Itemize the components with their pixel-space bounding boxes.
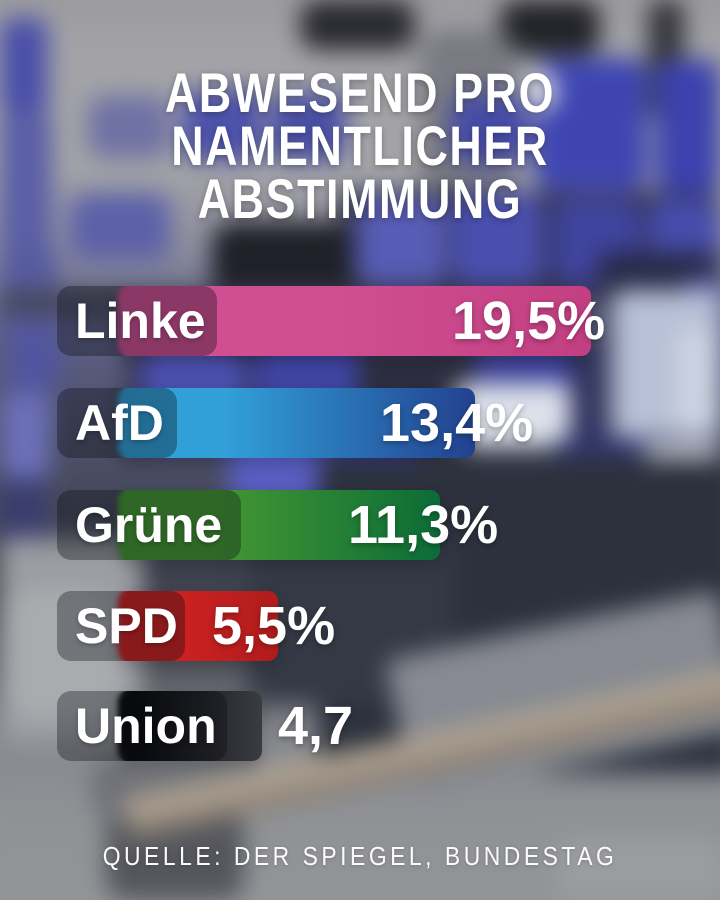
- bg-blob: [528, 72, 556, 110]
- bg-blob: [0, 393, 50, 480]
- source-caption: QUELLE: DER SPIEGEL, BUNDESTAG: [102, 841, 618, 871]
- chart-title: ABWESEND PRO NAMENTLICHER ABSTIMMUNG: [72, 61, 648, 230]
- bar-value: 5,5%: [212, 596, 336, 656]
- bg-blob: [500, 0, 600, 55]
- bg-blob: [182, 90, 262, 160]
- bar-label-chip: Union: [57, 691, 227, 761]
- bg-blob: [452, 194, 544, 286]
- bar-value: 13,4%: [380, 393, 534, 453]
- bar-label-chip: AfD: [57, 388, 177, 458]
- bar-row: Grüne 11,3%: [0, 490, 720, 560]
- bar-label-chip: Linke: [57, 286, 217, 356]
- bg-blob: [0, 18, 48, 116]
- bar-value: 19,5%: [452, 291, 606, 351]
- bar-value: 11,3%: [348, 495, 499, 555]
- bar-label: Grüne: [75, 497, 223, 553]
- bg-blob: [88, 96, 170, 158]
- bg-blob: [300, 0, 415, 50]
- bar-label-chip: SPD: [57, 591, 185, 661]
- bg-blob: [355, 198, 447, 286]
- bg-blob: [656, 60, 720, 192]
- bar: [118, 388, 475, 458]
- chart-title-line2: NAMENTLICHER: [171, 114, 549, 177]
- bg-blob: [676, 328, 720, 430]
- bar-label: SPD: [75, 598, 178, 654]
- bar-label: AfD: [75, 395, 164, 451]
- bar-row: Union 4,7: [0, 691, 720, 761]
- bar-row: SPD 5,5%: [0, 591, 720, 661]
- chart-title-line1: ABWESEND PRO: [164, 61, 556, 124]
- bg-blob: [8, 328, 60, 392]
- bar-label-chip: Grüne: [57, 490, 241, 560]
- bar-value: 4,7: [278, 696, 354, 756]
- bar-label: Union: [75, 698, 217, 754]
- bar-label: Linke: [75, 293, 206, 349]
- bg-blob: [70, 193, 170, 259]
- bg-blob: [270, 94, 346, 160]
- bar-row: AfD 13,4%: [0, 388, 720, 458]
- bar-row: Linke 19,5%: [0, 286, 720, 356]
- bg-blob: [556, 838, 720, 900]
- bg-blob: [0, 112, 52, 262]
- chart-title-line3: ABSTIMMUNG: [197, 167, 523, 230]
- bg-blob: [450, 95, 530, 163]
